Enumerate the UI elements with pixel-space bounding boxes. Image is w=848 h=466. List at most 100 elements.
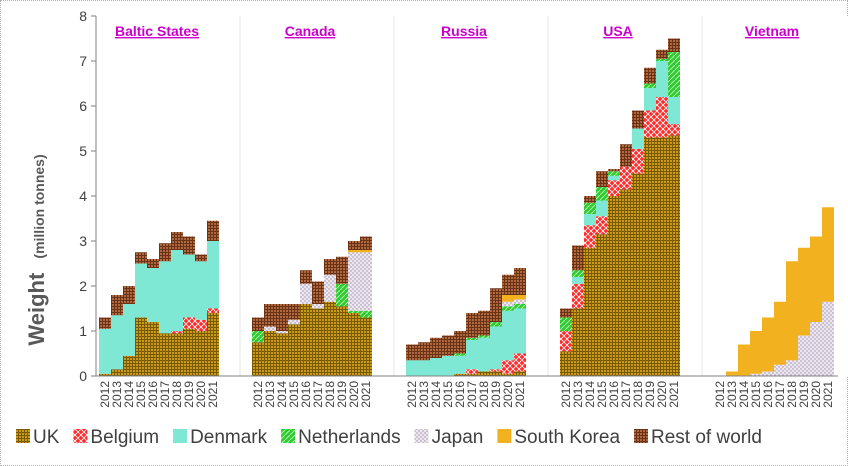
x-tick-label-russia-2020: 2020	[501, 381, 515, 408]
x-tick-label-usa-2014: 2014	[583, 381, 597, 408]
bar-segment-russia-2020-south-korea	[502, 295, 514, 302]
bar-segment-usa-2013-uk	[572, 308, 584, 376]
bar-segment-usa-2014-denmark	[584, 214, 596, 226]
x-tick-label-baltic-states-2018: 2018	[170, 381, 184, 408]
bar-segment-usa-2017-belgium	[620, 166, 632, 190]
bar-segment-usa-2018-uk	[632, 173, 644, 376]
bar-segment-canada-2019-uk	[336, 306, 348, 376]
legend-label-denmark: Denmark	[190, 427, 268, 448]
bar-segment-usa-2015-denmark	[596, 200, 608, 217]
bar-segment-vietnam-2020-japan	[810, 322, 822, 376]
bar-segment-canada-2012-rest-of-world	[252, 317, 264, 331]
bar-segment-usa-2021-netherlands	[668, 52, 680, 97]
bar-segment-baltic-states-2015-uk	[135, 317, 147, 376]
legend-swatch-south-korea	[497, 429, 512, 443]
x-tick-label-vietnam-2020: 2020	[809, 381, 823, 408]
bar-segment-vietnam-2019-japan	[798, 335, 810, 376]
bar-segment-usa-2013-netherlands	[572, 270, 584, 277]
bar-segment-russia-2015-denmark	[442, 355, 454, 376]
bar-segment-russia-2013-rest-of-world	[418, 342, 430, 361]
bar-segment-baltic-states-2018-rest-of-world	[171, 232, 183, 250]
bar-segment-vietnam-2016-south-korea	[762, 317, 774, 372]
bar-segment-usa-2014-rest-of-world	[584, 196, 596, 203]
x-tick-label-russia-2013: 2013	[417, 381, 431, 408]
bar-segment-usa-2014-belgium	[584, 225, 596, 248]
legend-item-uk: UK	[16, 427, 60, 448]
bar-segment-russia-2018-uk	[478, 371, 490, 376]
panel-titles: Baltic States Canada Russia USA Vietnam	[115, 23, 799, 39]
bar-segment-baltic-states-2020-belgium	[195, 319, 207, 331]
legend-label-belgium: Belgium	[90, 427, 159, 448]
bar-segment-canada-2018-rest-of-world	[324, 259, 336, 275]
bar-segment-russia-2021-rest-of-world	[514, 268, 526, 295]
y-tick-label: 7	[79, 53, 87, 69]
bar-segment-baltic-states-2012-uk	[99, 373, 111, 376]
bar-segment-canada-2014-rest-of-world	[276, 304, 288, 331]
y-tick-label: 2	[79, 278, 87, 294]
x-tick-label-usa-2017: 2017	[619, 381, 633, 408]
x-tick-label-vietnam-2021: 2021	[821, 381, 835, 408]
legend-item-denmark: Denmark	[173, 427, 268, 448]
bar-segment-russia-2019-uk	[490, 371, 502, 376]
legend-swatch-belgium	[73, 429, 88, 443]
x-tick-label-baltic-states-2013: 2013	[110, 381, 124, 408]
bar-segment-baltic-states-2013-rest-of-world	[111, 295, 123, 316]
x-tick-labels: 2012201320142015201620172018201920202021…	[98, 381, 835, 408]
y-tick-label: 4	[79, 188, 87, 204]
bar-segment-canada-2017-japan	[312, 304, 324, 309]
bar-segment-baltic-states-2020-uk	[195, 331, 207, 376]
bar-segment-baltic-states-2021-belgium	[207, 308, 219, 313]
bar-segment-baltic-states-2019-denmark	[183, 254, 195, 318]
bar-segment-canada-2020-south-korea	[348, 250, 360, 253]
bar-segment-canada-2012-netherlands	[252, 331, 264, 343]
x-tick-label-usa-2016: 2016	[607, 381, 621, 408]
bar-segment-russia-2017-netherlands	[466, 337, 478, 340]
bar-segment-canada-2014-uk	[276, 333, 288, 376]
x-tick-label-canada-2015: 2015	[287, 381, 301, 408]
bar-segment-vietnam-2019-south-korea	[798, 247, 810, 336]
bar-segment-baltic-states-2015-rest-of-world	[135, 252, 147, 264]
bar-segment-baltic-states-2013-uk	[111, 369, 123, 376]
x-tick-label-usa-2020: 2020	[655, 381, 669, 408]
bar-segment-usa-2020-uk	[656, 137, 668, 376]
bar-segment-russia-2015-rest-of-world	[442, 335, 454, 356]
bar-segment-baltic-states-2016-denmark	[147, 268, 159, 322]
bar-segment-russia-2020-denmark	[502, 310, 514, 361]
bar-segment-baltic-states-2020-denmark	[195, 261, 207, 320]
bar-segment-russia-2019-rest-of-world	[490, 288, 502, 322]
bar-segment-baltic-states-2014-rest-of-world	[123, 286, 135, 304]
x-tick-label-russia-2018: 2018	[477, 381, 491, 408]
y-tick-label: 5	[79, 143, 87, 159]
x-tick-label-vietnam-2015: 2015	[749, 381, 763, 408]
bar-segment-usa-2016-rest-of-world	[608, 169, 620, 172]
bar-segment-baltic-states-2015-denmark	[135, 263, 147, 318]
bar-segment-usa-2019-netherlands	[644, 83, 656, 88]
bar-segment-baltic-states-2019-rest-of-world	[183, 236, 195, 255]
x-tick-label-russia-2017: 2017	[465, 381, 479, 408]
bar-segment-canada-2020-rest-of-world	[348, 241, 360, 250]
bar-segment-baltic-states-2021-rest-of-world	[207, 220, 219, 241]
bar-segment-russia-2016-uk	[454, 373, 466, 376]
bar-segment-canada-2013-japan	[264, 326, 276, 331]
bar-segment-baltic-states-2018-denmark	[171, 250, 183, 331]
bar-segment-canada-2021-japan	[360, 252, 372, 311]
bar-segment-vietnam-2013-south-korea	[726, 371, 738, 376]
legend: UK Belgium Denmark Netherlands Japan South Ko…	[16, 427, 762, 448]
x-tick-label-canada-2016: 2016	[299, 381, 313, 408]
bar-segment-usa-2018-denmark	[632, 128, 644, 149]
x-tick-label-baltic-states-2020: 2020	[194, 381, 208, 408]
legend-item-japan: Japan	[414, 427, 483, 448]
bar-segment-russia-2021-south-korea	[514, 295, 526, 300]
bar-segment-usa-2021-belgium	[668, 124, 680, 136]
bar-segment-russia-2021-japan	[514, 299, 526, 304]
bar-segment-vietnam-2018-south-korea	[786, 261, 798, 361]
bar-segment-canada-2013-uk	[264, 331, 276, 376]
legend-swatch-denmark	[173, 429, 188, 443]
x-tick-label-baltic-states-2014: 2014	[122, 381, 136, 408]
x-tick-label-russia-2021: 2021	[513, 381, 527, 408]
x-tick-label-vietnam-2018: 2018	[785, 381, 799, 408]
bar-segment-canada-2018-uk	[324, 301, 336, 376]
legend-swatch-rest-of-world	[634, 429, 649, 443]
bar-segment-russia-2014-rest-of-world	[430, 337, 442, 358]
x-tick-label-russia-2014: 2014	[429, 381, 443, 408]
